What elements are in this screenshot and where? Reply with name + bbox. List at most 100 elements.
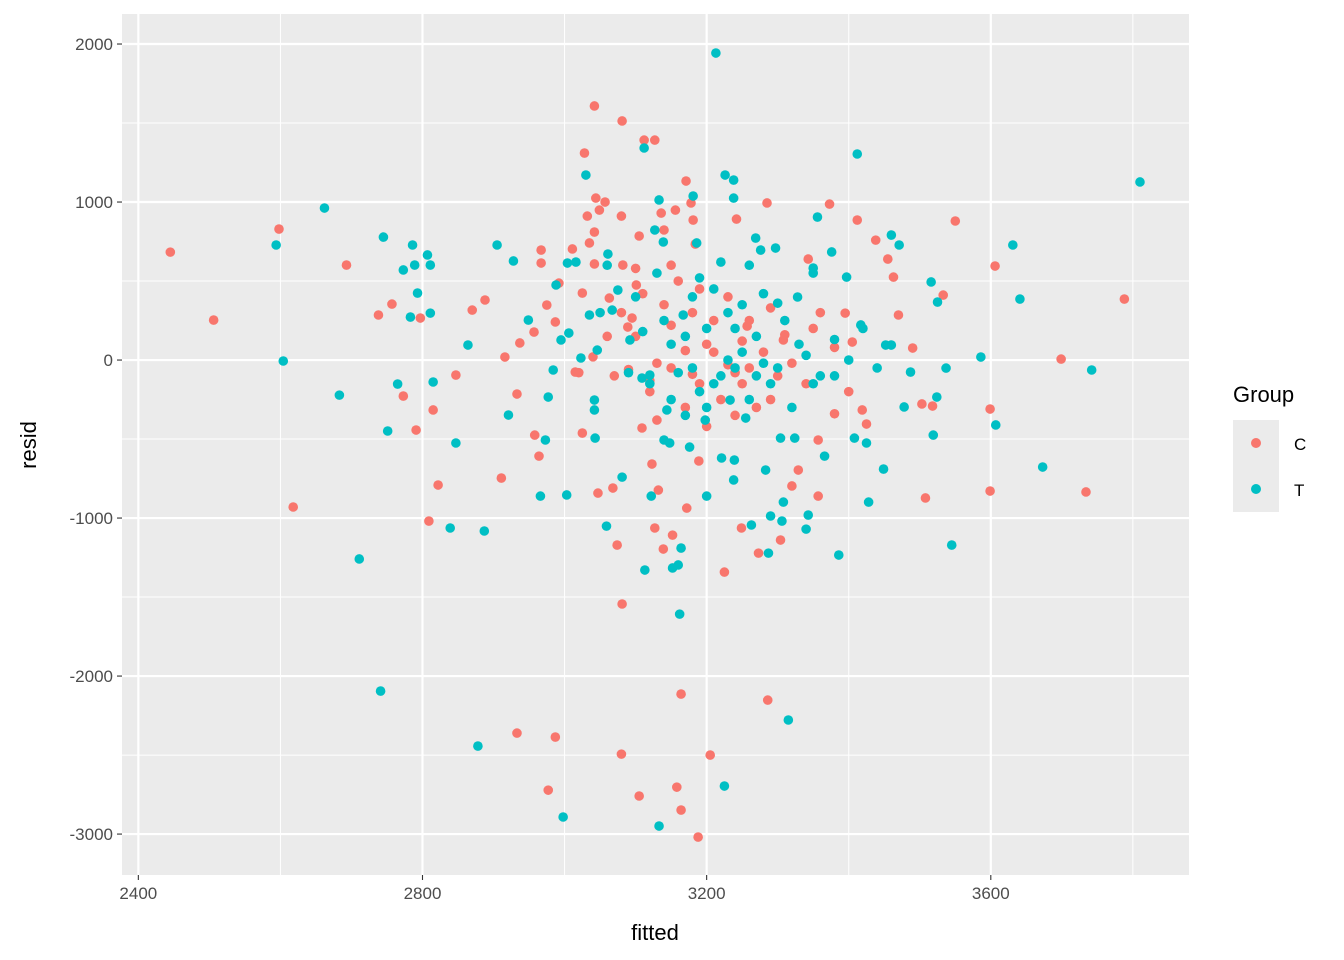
data-point-c xyxy=(433,480,443,490)
data-point-t xyxy=(779,315,790,326)
data-point-t xyxy=(562,258,573,268)
data-point-t xyxy=(841,272,852,282)
data-point-t xyxy=(691,238,702,248)
data-point-c xyxy=(602,331,612,342)
data-point-t xyxy=(716,453,727,463)
data-point-c xyxy=(542,300,552,310)
data-point-c xyxy=(480,295,490,305)
data-point-c xyxy=(411,425,421,435)
data-point-t xyxy=(535,491,546,501)
data-point-c xyxy=(801,378,811,389)
data-point-t xyxy=(737,299,747,310)
data-point-c xyxy=(676,805,686,815)
data-point-c xyxy=(609,371,620,381)
data-point-c xyxy=(634,791,644,801)
data-point-c xyxy=(631,280,642,290)
data-point-c xyxy=(534,451,544,461)
data-point-t xyxy=(278,356,289,366)
data-point-t xyxy=(548,365,559,375)
data-point-t xyxy=(659,315,669,326)
data-point-c xyxy=(840,308,850,318)
data-point-t xyxy=(425,260,436,270)
data-point-c xyxy=(765,394,776,405)
data-point-t xyxy=(843,355,854,365)
legend-marker-t xyxy=(1251,484,1261,494)
data-point-c xyxy=(593,488,603,498)
data-point-t xyxy=(601,521,612,531)
data-point-c xyxy=(589,101,600,111)
data-point-c xyxy=(680,345,691,356)
data-point-t xyxy=(1015,294,1025,304)
data-point-c xyxy=(582,211,593,221)
data-point-c xyxy=(938,290,949,300)
data-point-t xyxy=(794,339,804,350)
data-points xyxy=(165,48,1145,842)
data-point-t xyxy=(630,292,641,302)
data-point-t xyxy=(905,367,916,377)
data-point-c xyxy=(852,215,863,225)
data-point-t xyxy=(932,392,942,402)
data-point-t xyxy=(571,257,581,267)
data-point-t xyxy=(729,455,740,465)
data-point-t xyxy=(772,298,783,308)
y-axis-title: resid xyxy=(16,421,41,469)
data-point-c xyxy=(813,435,823,445)
data-point-c xyxy=(708,315,719,326)
data-point-t xyxy=(652,268,662,278)
data-point-c xyxy=(589,259,600,269)
data-point-t xyxy=(382,426,393,436)
data-point-c xyxy=(591,193,601,203)
data-point-c xyxy=(652,415,662,425)
data-point-c xyxy=(634,231,644,241)
data-point-t xyxy=(815,371,826,381)
data-point-t xyxy=(637,373,647,383)
data-point-t xyxy=(625,335,635,345)
data-point-c xyxy=(616,211,627,221)
major-gridlines xyxy=(122,14,1189,875)
data-point-t xyxy=(861,438,872,448)
data-point-c xyxy=(753,548,764,558)
data-point-t xyxy=(584,310,595,320)
data-point-t xyxy=(658,237,669,247)
data-point-t xyxy=(894,240,904,250)
data-point-t xyxy=(863,497,874,507)
data-point-t xyxy=(664,438,675,448)
data-point-c xyxy=(907,343,918,353)
data-point-t xyxy=(607,305,617,315)
data-point-c xyxy=(451,370,461,380)
data-point-t xyxy=(792,292,803,302)
data-point-t xyxy=(589,405,600,415)
data-point-t xyxy=(523,315,534,325)
data-point-c xyxy=(882,254,893,264)
data-point-c xyxy=(681,503,692,513)
x-axis-title: fitted xyxy=(631,920,679,945)
data-point-t xyxy=(603,249,613,259)
data-point-c xyxy=(694,456,704,466)
legend-label-c: C xyxy=(1294,435,1306,454)
data-point-t xyxy=(639,143,649,153)
data-point-c xyxy=(577,288,588,298)
data-point-t xyxy=(540,435,551,445)
data-point-t xyxy=(744,260,755,271)
data-point-c xyxy=(1119,294,1130,304)
data-point-t xyxy=(551,280,561,290)
data-point-t xyxy=(711,48,721,58)
data-point-t xyxy=(976,352,986,362)
data-point-c xyxy=(917,399,927,409)
data-point-t xyxy=(354,554,365,564)
data-point-c xyxy=(762,198,772,208)
data-point-t xyxy=(613,285,623,295)
data-point-c xyxy=(387,299,397,309)
data-point-t xyxy=(878,464,889,474)
data-point-t xyxy=(746,520,757,530)
data-point-t xyxy=(678,310,689,320)
data-point-c xyxy=(512,728,522,738)
data-point-c xyxy=(288,502,299,512)
data-point-c xyxy=(536,245,546,255)
data-point-t xyxy=(990,420,1001,430)
data-point-t xyxy=(826,247,837,257)
data-point-c xyxy=(652,358,662,369)
data-point-t xyxy=(694,273,705,283)
data-point-t xyxy=(783,715,794,725)
